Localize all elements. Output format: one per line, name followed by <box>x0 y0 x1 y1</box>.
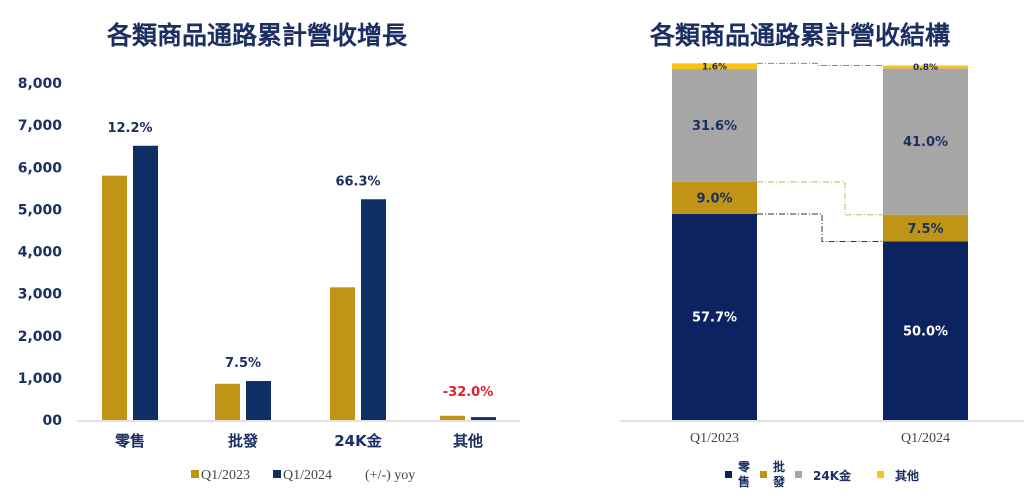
yoy-label: 12.2% <box>107 121 152 136</box>
legend-swatch-wholesale <box>760 471 767 478</box>
legend-label: Q1/2024 <box>283 468 332 483</box>
stacked-segment-0 <box>672 214 757 420</box>
segment-label: 41.0% <box>903 135 948 150</box>
x-category-label: Q1/2023 <box>690 431 739 446</box>
bar-Q1-2024 <box>246 381 271 420</box>
yoy-label: -32.0% <box>443 385 494 400</box>
right-chart-title: 各類商品通路累計營收結構 <box>650 21 951 50</box>
y-tick-label: 5,000 <box>18 202 63 218</box>
segment-label: 57.7% <box>692 311 737 326</box>
x-category-label: Q1/2024 <box>901 431 950 446</box>
stacked-segment-3 <box>883 65 968 69</box>
yoy-label: 7.5% <box>225 356 261 371</box>
stacked-segment-0 <box>883 241 968 420</box>
connector-line <box>757 62 883 66</box>
bar-Q1-2024 <box>133 145 158 421</box>
y-tick-label: 8,000 <box>18 76 63 92</box>
stacked-segment-3 <box>672 63 757 70</box>
bar-Q1-2024 <box>471 417 496 420</box>
connector-line <box>757 213 883 242</box>
connector-line <box>757 181 883 216</box>
legend-label: 其他 <box>895 468 919 483</box>
legend-label: (+/-) yoy <box>365 468 415 483</box>
bar-Q1-2023 <box>102 175 127 420</box>
stacked-segment-2 <box>672 69 757 182</box>
y-tick-label: 3,000 <box>18 287 63 303</box>
legend-label: 批 <box>773 459 785 474</box>
stacked-segment-1 <box>883 214 968 242</box>
yoy-label: 66.3% <box>335 174 380 189</box>
segment-label: 0.8% <box>913 63 938 73</box>
left-chart-title: 各類商品通路累計營收增長 <box>107 21 408 50</box>
legend-swatch-other <box>877 471 884 478</box>
x-category-label: 其他 <box>453 432 483 450</box>
segment-label: 31.6% <box>692 119 737 134</box>
bar-Q1-2023 <box>215 383 240 420</box>
y-tick-label: 1,000 <box>18 371 63 387</box>
stacked-segment-2 <box>883 68 968 215</box>
legend-label: 24K金 <box>813 468 852 483</box>
bar-Q1-2023 <box>440 415 465 420</box>
bar-Q1-2023 <box>330 287 355 420</box>
bar-Q1-2024 <box>361 199 386 420</box>
segment-label: 9.0% <box>696 192 732 207</box>
segment-label: 50.0% <box>903 324 948 339</box>
legend-swatch-q1-2023 <box>191 470 199 478</box>
legend-swatch-24k <box>795 471 802 478</box>
segment-label: 1.6% <box>702 62 727 72</box>
legend-label: Q1/2023 <box>201 468 250 483</box>
y-tick-label: 6,000 <box>18 160 63 176</box>
x-category-label: 零售 <box>114 432 145 450</box>
legend-swatch-retail <box>725 471 732 478</box>
x-category-label: 24K金 <box>334 432 382 450</box>
legend-label: 發 <box>772 474 786 489</box>
legend-label: 售 <box>738 474 750 489</box>
y-tick-label: 00 <box>43 413 63 429</box>
legend-swatch-q1-2024 <box>273 470 281 478</box>
segment-label: 7.5% <box>907 222 943 237</box>
y-tick-label: 4,000 <box>18 245 63 261</box>
legend-label: 零 <box>737 460 751 474</box>
y-tick-label: 2,000 <box>18 329 63 345</box>
x-category-label: 批發 <box>228 432 259 450</box>
y-tick-label: 7,000 <box>18 118 63 134</box>
stacked-segment-1 <box>672 181 757 215</box>
